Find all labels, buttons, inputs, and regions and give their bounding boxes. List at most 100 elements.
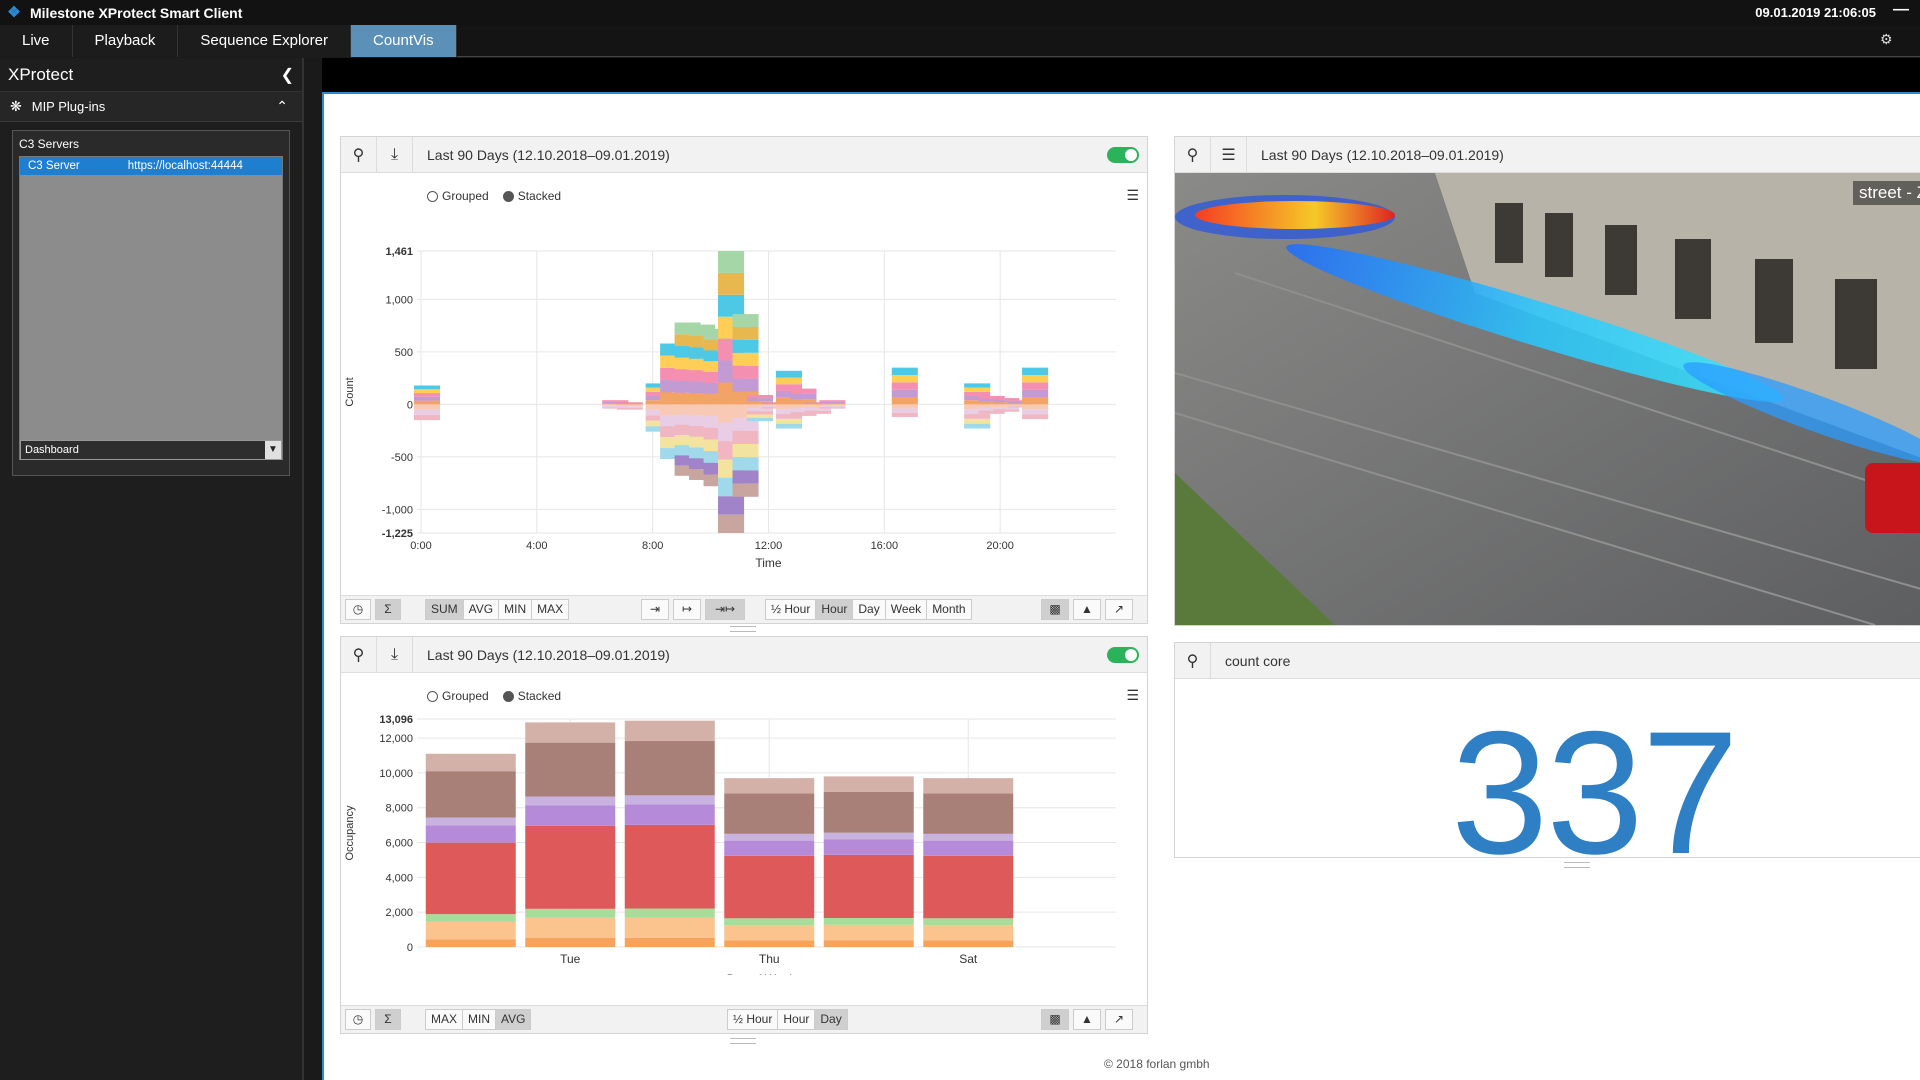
search-icon[interactable]: ⚲ — [1175, 642, 1211, 679]
grouped-option[interactable]: Grouped — [427, 689, 489, 703]
download-icon[interactable]: ⤓ — [377, 136, 413, 173]
y-tick-label: 13,096 — [379, 714, 413, 726]
x-axis-label: Day of Week — [727, 972, 796, 975]
bar-segment — [616, 404, 643, 407]
y-axis-label: Count — [344, 377, 356, 406]
resize-handle[interactable] — [730, 1038, 756, 1044]
bar-segment — [790, 412, 817, 416]
agg-min[interactable]: MIN — [499, 600, 533, 619]
x-axis-label: Time — [755, 556, 782, 570]
resize-handle[interactable] — [730, 626, 756, 632]
mip-plugins-section[interactable]: ❋ MIP Plug-ins ⌃ — [0, 92, 302, 122]
mip-plugins-label: MIP Plug-ins — [31, 99, 106, 114]
interval-hour[interactable]: Hour — [778, 1010, 816, 1029]
area-chart-icon[interactable]: ▲ — [1073, 599, 1101, 620]
search-icon[interactable]: ⚲ — [341, 136, 377, 173]
agg-max[interactable]: MAX — [537, 602, 564, 616]
bar-segment — [602, 401, 629, 403]
interval-half-hour[interactable]: ½ Hour — [728, 1010, 779, 1029]
clock-icon[interactable]: ◷ — [345, 1009, 371, 1030]
bar-chart-icon[interactable]: ▩ — [1041, 599, 1069, 620]
hourly-count-widget: ⚲ ⤓ Last 90 Days (12.10.2018–09.01.2019)… — [340, 136, 1148, 624]
view-dropdown[interactable]: Dashboard ▼ — [20, 440, 282, 460]
chevron-up-icon[interactable]: ⌃ — [276, 98, 288, 114]
area-chart-icon[interactable]: ▲ — [1073, 1009, 1101, 1030]
bar-segment — [624, 824, 715, 909]
bar-segment — [978, 398, 1005, 402]
bar-segment — [413, 414, 441, 421]
x-tick-label: Tue — [560, 952, 581, 966]
line-chart-icon[interactable]: ↗ — [1105, 1009, 1133, 1030]
stacked-radio[interactable] — [502, 190, 514, 202]
search-icon[interactable]: ⚲ — [1175, 136, 1211, 173]
agg-sum[interactable]: SUM — [426, 600, 464, 619]
settings-icon[interactable]: ⚙ — [1880, 31, 1893, 47]
tab-sequence-explorer[interactable]: Sequence Explorer — [178, 25, 351, 57]
bar-segment — [645, 420, 672, 427]
stacked-label: Stacked — [517, 189, 562, 203]
bar-segment — [425, 771, 516, 818]
minimize-button[interactable]: — — [1893, 1, 1909, 18]
chart-menu-icon[interactable]: ☰ — [1126, 187, 1139, 203]
chart-menu-icon[interactable]: ☰ — [1126, 687, 1139, 703]
bar-segment — [746, 407, 774, 412]
interval-hour[interactable]: Hour — [816, 600, 854, 619]
resize-handle[interactable] — [1564, 862, 1590, 868]
grouped-option[interactable]: Grouped — [427, 189, 489, 203]
bar-segment — [413, 396, 441, 401]
stacked-option[interactable]: Stacked — [502, 689, 561, 703]
aggregation-group: SUM AVG MIN MAX — [425, 599, 570, 620]
clock-datetime: 09.01.2019 21:06:05 — [1755, 5, 1876, 20]
bar-segment — [732, 314, 759, 327]
bar-segment — [891, 408, 918, 413]
server-url: https://localhost:44444 — [127, 160, 243, 172]
tab-playback[interactable]: Playback — [72, 25, 179, 57]
direction-both-icon[interactable]: ⇥↦ — [705, 599, 745, 620]
download-icon[interactable]: ⤓ — [377, 636, 413, 673]
direction-in-icon[interactable]: ⇥ — [641, 599, 669, 620]
tab-live[interactable]: Live — [0, 25, 73, 57]
direction-out-icon[interactable]: ↦ — [673, 599, 701, 620]
interval-half-hour[interactable]: ½ Hour — [766, 600, 817, 619]
bar-chart-icon[interactable]: ▩ — [1041, 1009, 1069, 1030]
filter-sliders-icon[interactable]: ☰ — [1211, 136, 1247, 173]
bar-segment — [891, 382, 918, 390]
tab-countvis[interactable]: CountVis — [351, 25, 457, 57]
agg-max[interactable]: MAX — [426, 1010, 464, 1029]
server-row[interactable]: C3 Server https://localhost:44444 — [20, 157, 282, 175]
grouped-radio[interactable] — [427, 690, 438, 702]
chevron-down-icon[interactable]: ▼ — [265, 441, 281, 459]
chart-footer: ◷ Σ SUM AVG MIN MAX ⇥ ↦ ⇥↦ ½ Hour Hour D… — [341, 595, 1147, 623]
sum-icon[interactable]: Σ — [375, 1009, 401, 1030]
interval-month[interactable]: Month — [932, 602, 966, 616]
collapse-sidebar-icon[interactable]: ❮ — [280, 66, 294, 84]
x-tick-label: 4:00 — [526, 540, 547, 552]
interval-day[interactable]: Day — [853, 600, 886, 619]
stacked-option[interactable]: Stacked — [502, 189, 562, 203]
camera-view[interactable]: street - Z — [1175, 173, 1920, 625]
search-icon[interactable]: ⚲ — [341, 636, 377, 673]
widget-header: ⚲ ⤓ Last 90 Days (12.10.2018–09.01.2019) — [341, 636, 1147, 673]
agg-min[interactable]: MIN — [463, 1010, 497, 1029]
agg-avg[interactable]: AVG — [464, 600, 500, 619]
live-toggle[interactable] — [1107, 647, 1139, 663]
bar-segment — [413, 385, 441, 390]
bar-segment — [674, 434, 701, 446]
stacked-radio[interactable] — [502, 690, 514, 702]
grouped-radio[interactable] — [427, 190, 438, 202]
bar-segment — [804, 402, 831, 404]
line-chart-icon[interactable]: ↗ — [1105, 599, 1133, 620]
sidebar-header: XProtect ❮ — [0, 58, 302, 92]
interval-day[interactable]: Day — [815, 1010, 847, 1029]
y-axis-label: Occupancy — [344, 805, 356, 861]
agg-avg[interactable]: AVG — [496, 1010, 531, 1029]
interval-week[interactable]: Week — [886, 600, 928, 619]
live-toggle[interactable] — [1107, 147, 1139, 163]
bar-segment — [703, 393, 730, 405]
bar-segment — [732, 443, 759, 458]
clock-icon[interactable]: ◷ — [345, 599, 371, 620]
bar-segment — [624, 720, 715, 742]
bar-segment — [804, 410, 831, 414]
sum-icon[interactable]: Σ — [375, 599, 401, 620]
bar-segment — [724, 940, 815, 947]
